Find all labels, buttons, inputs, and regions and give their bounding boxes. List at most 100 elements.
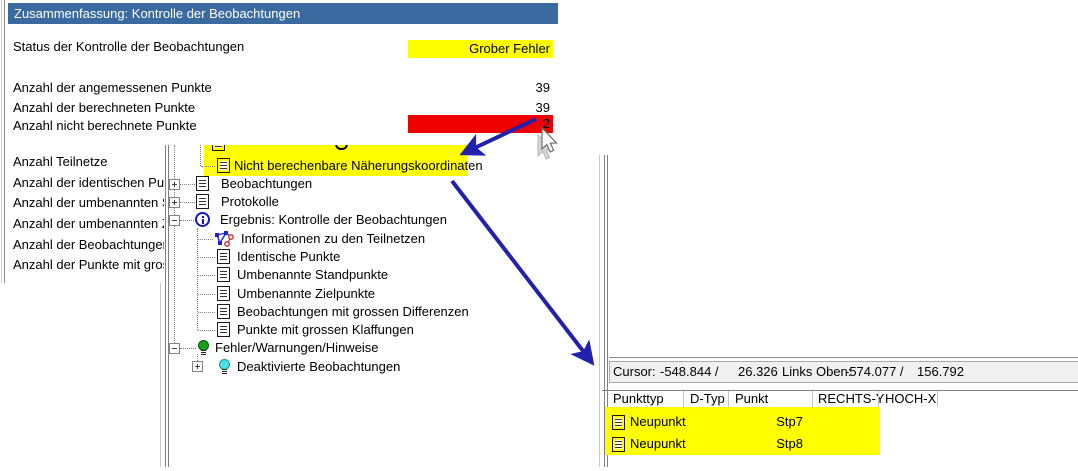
summary-row-label: Anzahl der identischen Punkte	[13, 175, 164, 190]
tree-panel-left-border	[168, 145, 169, 467]
summary-row-label: Anzahl nicht berechnete Punkte	[13, 118, 197, 133]
tree-guide-line	[180, 184, 195, 185]
bulb-green-icon	[197, 340, 210, 357]
tree-guide-line	[198, 275, 215, 276]
summary-row-value: 39	[535, 100, 550, 115]
tree-guide-line	[180, 220, 194, 221]
summary-left-strip: Anzahl Teilnetze Anzahl der identischen …	[6, 145, 164, 283]
summary-row-label: Anzahl der Beobachtungen mit grossen Dif…	[13, 237, 164, 252]
tree-item-label[interactable]: Fehler/Warnungen/Hinweise	[215, 340, 379, 355]
tree-guide-line	[174, 145, 175, 349]
summary-row-label: Anzahl der umbenannten Zielpunkte	[13, 216, 164, 231]
summary-row-label: Anzahl der Punkte mit grossen Klaffungen	[13, 257, 164, 272]
document-icon	[217, 158, 230, 173]
status-label: Status der Kontrolle der Beobachtungen	[13, 39, 245, 54]
column-separator[interactable]	[683, 391, 684, 407]
tree-panel-left-outer-border	[160, 150, 161, 467]
document-icon	[217, 249, 230, 264]
tree-item-label[interactable]: Deaktivierte Beobachtungen	[237, 359, 401, 374]
tree-item-label[interactable]: Ergebnis: Kontrolle der Beobachtungen	[220, 212, 447, 227]
summary-row-label: Anzahl der angemessenen Punkte	[13, 80, 212, 95]
column-separator[interactable]	[937, 391, 938, 407]
table-highlight-marker	[605, 407, 880, 455]
tree-item-label[interactable]: Umbenannte Standpunkte	[237, 267, 389, 282]
canvas-bottom-border	[609, 357, 1078, 358]
cell-punkt[interactable]: Stp7	[776, 414, 803, 429]
column-header-punkt[interactable]: Punkt	[735, 391, 769, 406]
links-oben-x-value: -574.077 /	[845, 364, 904, 379]
document-icon	[612, 437, 625, 452]
right-panel-outer-border	[599, 155, 600, 467]
tree-item-label[interactable]: Identische Punkte	[237, 249, 341, 264]
table-top-border	[602, 390, 1078, 391]
tree-item-label[interactable]: Protokolle	[221, 194, 279, 209]
tree-guide-line	[201, 166, 215, 167]
bulb-cyan-icon	[218, 359, 231, 376]
tree-item-label[interactable]: Informationen zu den Teilnetzen	[241, 231, 426, 246]
cursor-x-value: -548.844 /	[660, 364, 719, 379]
summary-row-label: Anzahl der umbenannten Standpunkte	[13, 195, 164, 210]
expand-plus-icon[interactable]	[169, 197, 180, 208]
column-header-hoch-x[interactable]: HOCH-X	[885, 391, 937, 406]
obscured-text-fragment	[335, 144, 348, 150]
tree-guide-line	[197, 228, 198, 330]
tree-item-label[interactable]: Umbenannte Zielpunkte	[237, 286, 376, 301]
cell-punkttyp[interactable]: Neupunkt	[630, 436, 686, 451]
document-icon	[196, 176, 209, 191]
coordinate-statusbar	[609, 361, 1078, 383]
tree-highlight-marker	[204, 143, 468, 176]
document-icon	[217, 304, 230, 319]
right-panel-splitter[interactable]	[604, 155, 605, 467]
tree-item-label[interactable]: Punkte mit grossen Klaffungen	[237, 322, 414, 337]
summary-row-value: 39	[535, 80, 550, 95]
tree-guide-line	[198, 239, 213, 240]
expand-plus-icon[interactable]	[169, 179, 180, 190]
right-panel-left-border	[607, 155, 608, 467]
summary-row-label: Anzahl Teilnetze	[13, 154, 108, 169]
links-oben-label: Links Oben:	[782, 364, 852, 379]
tree-item-label[interactable]: Beobachtungen	[221, 176, 313, 191]
column-header-d-typ[interactable]: D-Typ	[690, 391, 725, 406]
cell-punkttyp[interactable]: Neupunkt	[630, 414, 686, 429]
column-header-punkttyp[interactable]: Punkttyp	[613, 391, 664, 406]
column-header-rechts-y[interactable]: RECHTS-Y	[818, 391, 885, 406]
summary-title-bar: Zusammenfassung: Kontrolle der Beobachtu…	[8, 3, 558, 24]
tree-guide-line	[198, 294, 215, 295]
tree-guide-line	[197, 354, 198, 361]
tree-item-label[interactable]: Nicht berechenbare Näherungskoordinaten	[234, 158, 483, 173]
column-separator[interactable]	[878, 391, 879, 407]
cursor-label: Cursor:	[613, 364, 656, 379]
tree-guide-line	[180, 202, 195, 203]
tree-panel-splitter[interactable]	[165, 145, 166, 467]
links-oben-y-value: 156.792	[917, 364, 964, 379]
tree-guide-line	[200, 145, 201, 166]
tree-guide-line	[198, 312, 215, 313]
collapse-minus-icon[interactable]	[169, 215, 180, 226]
summary-row-value-alert: 2	[408, 115, 553, 133]
tree-guide-line	[198, 330, 215, 331]
document-icon	[196, 194, 209, 209]
tree-item-label[interactable]: Beobachtungen mit grossen Differenzen	[237, 304, 469, 319]
summary-row-label: Anzahl der berechneten Punkte	[13, 100, 196, 115]
document-icon	[612, 415, 625, 430]
collapse-minus-icon[interactable]	[169, 343, 180, 354]
tree-guide-line	[180, 348, 196, 349]
status-value-badge: Grober Fehler	[408, 40, 553, 58]
document-icon	[217, 322, 230, 337]
summary-left-outer-border	[1, 0, 2, 283]
expand-plus-icon[interactable]	[192, 361, 203, 372]
network-icon	[215, 231, 234, 247]
summary-left-border	[4, 0, 5, 283]
column-separator[interactable]	[812, 391, 813, 407]
cell-punkt[interactable]: Stp8	[776, 436, 803, 451]
document-icon	[217, 267, 230, 282]
info-icon	[195, 212, 210, 227]
tree-guide-line	[198, 257, 215, 258]
cursor-y-value: 26.326	[738, 364, 778, 379]
document-icon	[217, 286, 230, 301]
column-separator[interactable]	[728, 391, 729, 407]
